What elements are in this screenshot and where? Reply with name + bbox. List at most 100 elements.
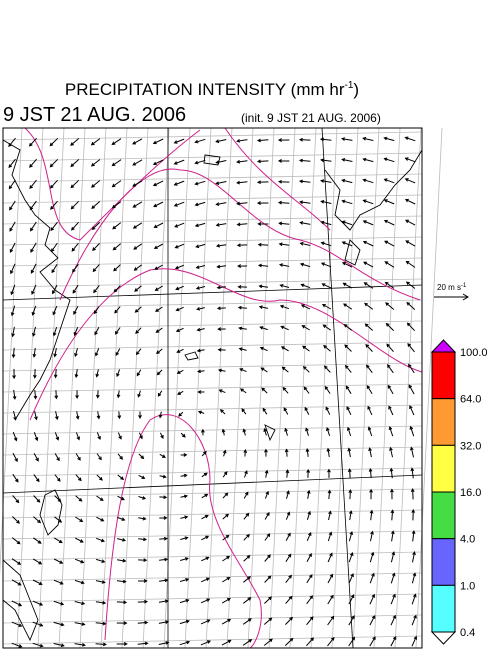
wind-arrow — [154, 285, 163, 291]
wind-arrow — [138, 537, 148, 542]
wind-arrow — [215, 139, 227, 144]
wind-arrow — [95, 621, 107, 626]
wind-arrow — [285, 616, 294, 625]
wind-arrow — [138, 432, 143, 440]
wind-arrow — [49, 158, 59, 168]
wind-arrow — [90, 159, 101, 167]
wind-arrow — [156, 369, 163, 376]
wind-arrow — [9, 200, 16, 211]
map — [0, 127, 443, 649]
wind-arrow — [322, 324, 331, 331]
wind-arrow — [242, 428, 247, 436]
wind-arrow — [244, 470, 248, 478]
wind-arrow — [12, 389, 17, 400]
wind-field — [8, 136, 417, 648]
wind-arrow — [277, 179, 290, 184]
wind-arrow — [137, 390, 141, 398]
legend-triangle-bottom — [430, 631, 457, 645]
wind-arrow — [362, 157, 374, 163]
wind-arrow — [11, 621, 23, 627]
wind-arrow — [320, 158, 332, 163]
wind-arrow — [243, 448, 248, 457]
wind-arrow — [159, 495, 168, 500]
wind-arrow — [345, 385, 352, 394]
grid-line — [2, 131, 423, 141]
wind-arrow — [70, 200, 80, 210]
wind-arrow — [200, 577, 210, 583]
wind-arrow — [264, 575, 272, 583]
wind-arrow — [259, 326, 268, 331]
wind-arrow — [221, 618, 232, 625]
legend-label: 0.4 — [460, 627, 475, 639]
wind-arrow — [155, 327, 163, 333]
wind-arrow — [285, 553, 292, 562]
coastlines — [2, 139, 423, 642]
title-main: PRECIPITATION INTENSITY (mm hr — [65, 80, 345, 99]
wind-arrow — [405, 240, 416, 247]
wind-arrow — [111, 180, 122, 188]
wind-arrow — [411, 572, 417, 584]
wind-arrow — [178, 411, 184, 417]
wind-arrow — [302, 365, 310, 373]
wind-arrow — [90, 138, 101, 146]
wind-arrow — [153, 243, 164, 249]
grid-line — [2, 257, 423, 267]
wind-arrow — [52, 305, 58, 316]
wind-arrow — [111, 201, 122, 209]
grid-line — [373, 127, 401, 649]
wind-arrow — [159, 474, 167, 479]
isobar — [29, 268, 423, 421]
wind-arrow — [383, 199, 395, 205]
wind-arrow — [406, 322, 416, 332]
grid-line — [2, 278, 423, 288]
wind-arrow — [138, 453, 145, 460]
wind-arrow — [263, 427, 267, 436]
wind-arrow — [218, 389, 226, 394]
wind-arrow — [278, 242, 290, 247]
wind-arrow — [341, 178, 353, 184]
grid-line — [415, 127, 443, 649]
wind-arrow — [90, 180, 101, 188]
wind-arrow — [180, 536, 189, 540]
wind-arrow — [153, 222, 164, 228]
wind-arrow — [11, 642, 23, 648]
wind-arrow — [217, 327, 226, 331]
wind-arrow — [323, 344, 331, 352]
wind-scale-exponent: -1 — [461, 283, 467, 289]
wind-arrow — [33, 516, 42, 524]
wind-arrow — [256, 159, 269, 164]
grid-line — [2, 194, 423, 204]
wind-arrow — [134, 285, 142, 292]
wind-arrow — [11, 537, 21, 545]
wind-arrow — [53, 643, 65, 648]
wind-arrow — [93, 306, 100, 315]
wind-arrow — [341, 241, 353, 247]
wind-arrow — [298, 137, 311, 142]
wind-arrow — [30, 242, 37, 253]
wind-arrow — [280, 325, 289, 331]
wind-scale-head — [462, 293, 469, 301]
meridian — [2, 284, 423, 301]
wind-arrow — [257, 242, 269, 247]
wind-arrow — [135, 348, 142, 356]
wind-arrow — [32, 326, 36, 337]
wind-arrow — [236, 180, 248, 185]
wind-arrow — [132, 201, 143, 208]
wind-arrow — [93, 285, 100, 294]
wind-arrow — [74, 537, 84, 543]
wind-arrow — [132, 222, 143, 229]
wind-arrow — [242, 618, 252, 625]
wind-arrow — [215, 202, 227, 206]
wind-arrow — [134, 306, 142, 313]
grid-line — [2, 467, 423, 477]
wind-arrow — [11, 579, 22, 586]
wind-arrow — [388, 405, 394, 416]
wind-arrow — [264, 596, 272, 604]
wind-arrow — [384, 281, 395, 289]
wind-arrow — [257, 263, 269, 268]
wind-arrow — [324, 385, 331, 394]
wind-arrow — [236, 159, 248, 164]
wind-arrow — [243, 554, 251, 562]
wind-arrow — [117, 432, 122, 440]
wind-arrow — [114, 327, 121, 335]
